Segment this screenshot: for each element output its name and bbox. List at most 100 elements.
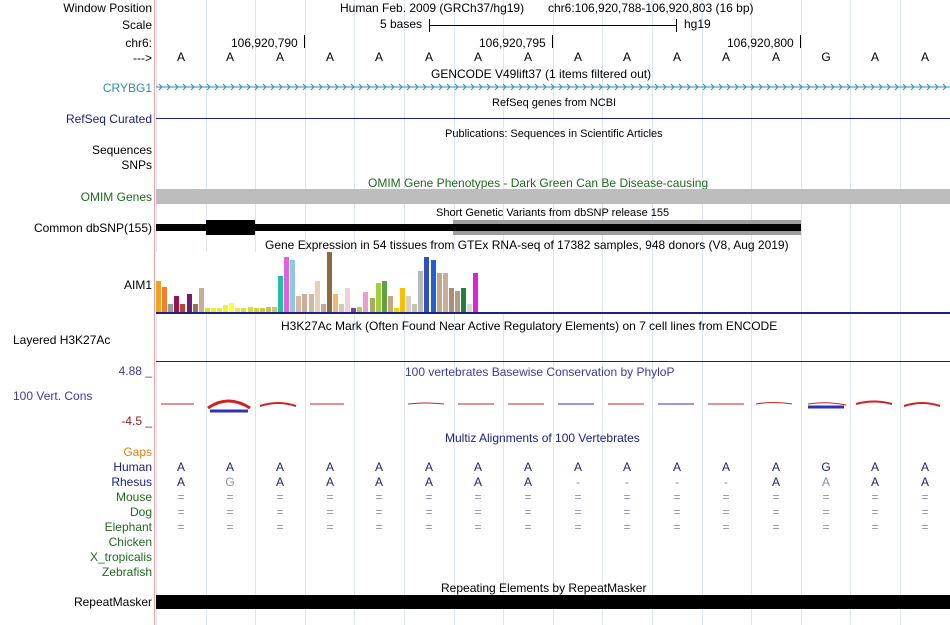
pubs-track-title: Publications: Sequences in Scientific Ar…: [445, 128, 663, 140]
gtex-bar[interactable]: [424, 257, 429, 312]
base-letter: A: [573, 50, 582, 64]
strand-chevron: [390, 83, 395, 91]
gtex-bar[interactable]: [351, 308, 356, 312]
species-label[interactable]: Dog: [129, 505, 152, 519]
gtex-bar[interactable]: [333, 294, 338, 312]
gtex-bar[interactable]: [199, 288, 204, 312]
gtex-bar[interactable]: [437, 273, 442, 312]
dbsnp-variant-block[interactable]: [206, 220, 255, 235]
alignment-base: A: [573, 460, 582, 474]
species-label[interactable]: Elephant: [104, 520, 152, 534]
strand-chevron: [934, 83, 939, 91]
strand-chevron: [486, 83, 491, 91]
gtex-bar[interactable]: [235, 308, 240, 312]
gtex-bar[interactable]: [412, 304, 417, 312]
gtex-bar[interactable]: [376, 283, 381, 312]
gtex-bar[interactable]: [272, 307, 277, 312]
species-label[interactable]: Human: [113, 460, 152, 474]
gtex-bar[interactable]: [266, 307, 271, 312]
pubs-sequences-label[interactable]: Sequences: [91, 143, 152, 157]
gtex-bar[interactable]: [217, 308, 222, 312]
pubs-snps-label[interactable]: SNPs: [121, 158, 152, 172]
base-letter: A: [870, 50, 879, 64]
gtex-bar[interactable]: [211, 308, 216, 312]
strand-chevron: [862, 83, 867, 91]
dbsnp-track-label[interactable]: Common dbSNP(155): [33, 221, 152, 235]
base-letter: A: [523, 50, 532, 64]
omim-track-label[interactable]: OMIM Genes: [80, 190, 152, 204]
gtex-bar[interactable]: [467, 304, 472, 312]
gtex-bar[interactable]: [357, 307, 362, 312]
strand-chevron: [198, 83, 203, 91]
refseq-track-label[interactable]: RefSeq Curated: [65, 112, 152, 126]
gtex-bar[interactable]: [193, 304, 198, 312]
gtex-bar[interactable]: [156, 281, 161, 312]
species-label[interactable]: Chicken: [108, 535, 152, 549]
gtex-bar[interactable]: [431, 260, 436, 312]
gtex-bar[interactable]: [339, 304, 344, 312]
gtex-bar[interactable]: [455, 291, 460, 312]
gtex-bar[interactable]: [382, 281, 387, 312]
gtex-bar[interactable]: [254, 308, 259, 312]
gtex-bar[interactable]: [260, 308, 265, 312]
strand-chevron: [782, 83, 787, 91]
assembly-name[interactable]: Human Feb. 2009 (GRCh37/hg19): [340, 1, 525, 15]
gtex-bar[interactable]: [461, 288, 466, 312]
repeatmasker-track-label[interactable]: RepeatMasker: [73, 595, 152, 609]
omim-feature[interactable]: [156, 189, 950, 204]
gtex-bars[interactable]: [156, 252, 536, 312]
gtex-bar[interactable]: [187, 294, 192, 312]
species-label[interactable]: Rhesus: [111, 475, 152, 489]
species-label[interactable]: Zebrafish: [101, 565, 152, 579]
gtex-bar[interactable]: [400, 288, 405, 312]
window-position[interactable]: chr6:106,920,788-106,920,803 (16 bp): [548, 1, 754, 15]
gtex-bar[interactable]: [473, 273, 478, 312]
gtex-bar[interactable]: [321, 304, 326, 312]
gtex-bar[interactable]: [370, 298, 375, 312]
scale-label: Scale: [121, 18, 152, 32]
gtex-bar[interactable]: [168, 304, 173, 312]
gtex-track-label[interactable]: AIM1: [123, 278, 152, 292]
gtex-bar[interactable]: [443, 273, 448, 312]
gaps-label[interactable]: Gaps: [123, 445, 152, 459]
gtex-bar[interactable]: [278, 276, 283, 312]
gencode-track-label[interactable]: CRYBG1: [102, 81, 152, 95]
gtex-bar[interactable]: [315, 281, 320, 312]
gtex-bar[interactable]: [449, 288, 454, 312]
gtex-bar[interactable]: [180, 304, 185, 312]
gtex-bar[interactable]: [418, 271, 423, 312]
phylop-max: 4.88 _: [118, 364, 152, 378]
gtex-bar[interactable]: [205, 308, 210, 312]
gtex-bar[interactable]: [394, 308, 399, 312]
gtex-bar[interactable]: [302, 294, 307, 312]
gtex-bar[interactable]: [296, 296, 301, 312]
gtex-bar[interactable]: [174, 296, 179, 312]
gtex-bar[interactable]: [241, 308, 246, 312]
gtex-bar[interactable]: [406, 296, 411, 312]
alignment-base: =: [673, 505, 681, 519]
gtex-bar[interactable]: [162, 287, 167, 312]
gtex-bar[interactable]: [388, 296, 393, 312]
gtex-bar[interactable]: [363, 292, 368, 312]
gtex-bar[interactable]: [248, 307, 253, 312]
gencode-gene-feature[interactable]: [156, 80, 950, 94]
strand-chevron: [382, 83, 387, 91]
phylop-track-label[interactable]: 100 Vert. Cons: [13, 389, 93, 403]
gtex-bar[interactable]: [327, 252, 332, 312]
gtex-bar[interactable]: [309, 294, 314, 312]
phylop-plot[interactable]: [156, 396, 950, 420]
repeatmasker-feature[interactable]: [156, 595, 950, 609]
dbsnp-variant-gray-core[interactable]: [453, 224, 801, 231]
gtex-bar[interactable]: [229, 303, 234, 312]
species-label[interactable]: X_tropicalis: [89, 550, 152, 564]
alignment-base: =: [871, 505, 879, 519]
gtex-bar[interactable]: [223, 305, 228, 312]
species-label[interactable]: Mouse: [115, 490, 152, 504]
strand-chevron: [190, 83, 195, 91]
gtex-bar[interactable]: [345, 288, 350, 312]
gtex-bar[interactable]: [290, 260, 295, 312]
gtex-bar[interactable]: [284, 257, 289, 312]
h3k27ac-track-label[interactable]: Layered H3K27Ac: [13, 333, 111, 347]
base-letter: A: [721, 50, 730, 64]
alignment-base: =: [623, 505, 631, 519]
